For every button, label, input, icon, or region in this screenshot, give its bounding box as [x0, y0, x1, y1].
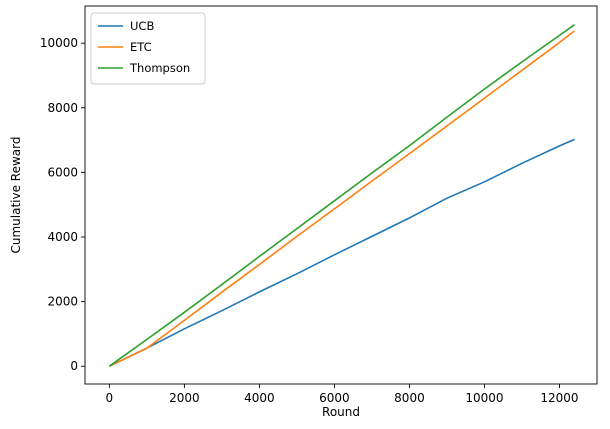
x-tick-label: 4000 — [244, 391, 275, 405]
series-line-ucb — [109, 138, 575, 367]
legend: UCB ETC Thompson — [90, 12, 206, 85]
legend-label-thompson: Thompson — [129, 61, 190, 75]
x-tick-label: 2000 — [169, 391, 200, 405]
y-tick-label: 10000 — [40, 36, 78, 50]
x-axis-title: Round — [322, 405, 360, 419]
y-tick-label: 2000 — [47, 295, 78, 309]
legend-label-etc: ETC — [130, 40, 152, 54]
legend-box — [90, 12, 206, 85]
x-tick-label: 8000 — [394, 391, 425, 405]
series-line-etc — [109, 30, 575, 367]
x-axis: 0 2000 4000 6000 8000 10000 12000 — [106, 384, 579, 405]
series-line-thompson — [108, 24, 575, 367]
y-tick-label: 0 — [70, 359, 78, 373]
legend-label-ucb: UCB — [130, 19, 154, 33]
y-axis-title: Cumulative Reward — [9, 137, 23, 254]
x-tick-label: 0 — [106, 391, 114, 405]
series-lines — [108, 24, 575, 367]
x-tick-label: 12000 — [540, 391, 578, 405]
y-tick-label: 6000 — [47, 165, 78, 179]
y-axis: 0 2000 4000 6000 8000 10000 — [40, 36, 85, 373]
x-tick-label: 6000 — [319, 391, 350, 405]
x-tick-label: 10000 — [465, 391, 503, 405]
y-tick-label: 8000 — [47, 101, 78, 115]
y-tick-label: 4000 — [47, 230, 78, 244]
